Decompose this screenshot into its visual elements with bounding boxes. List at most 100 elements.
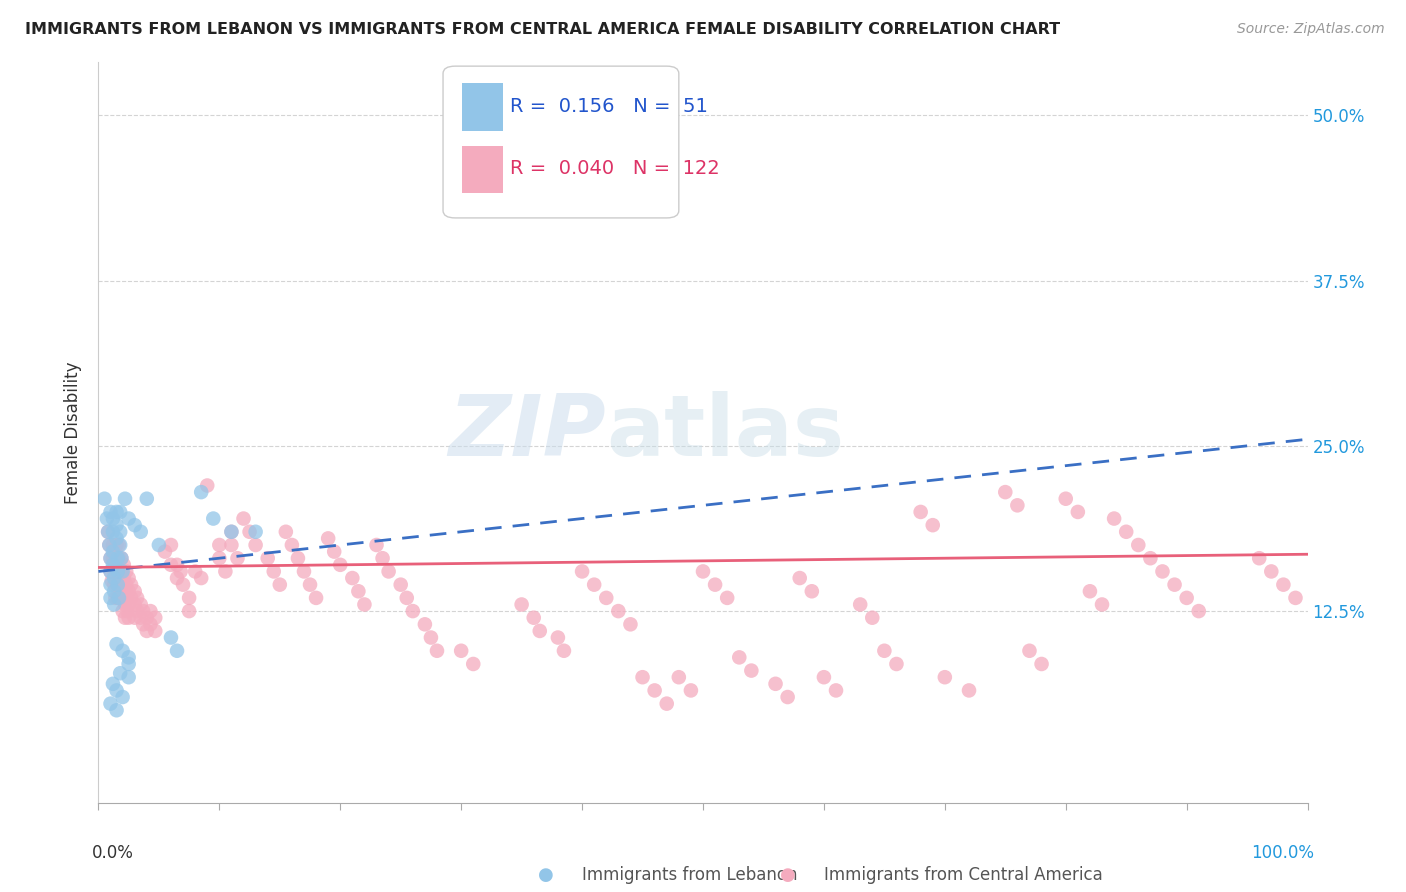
Point: [101, 677, 124, 691]
Point: [523, 611, 546, 625]
FancyBboxPatch shape: [443, 66, 679, 218]
Point: [108, 551, 131, 566]
Point: [1115, 524, 1137, 539]
Point: [172, 577, 194, 591]
Point: [395, 591, 418, 605]
Point: [105, 565, 128, 579]
Point: [886, 657, 908, 671]
Point: [108, 591, 131, 605]
Point: [342, 571, 364, 585]
Point: [120, 577, 142, 591]
Point: [994, 485, 1017, 500]
Point: [103, 598, 125, 612]
Text: 0.0%: 0.0%: [93, 844, 134, 862]
Point: [103, 584, 125, 599]
Point: [716, 591, 738, 605]
Point: [765, 677, 787, 691]
Point: [1128, 538, 1150, 552]
Point: [571, 565, 593, 579]
Point: [631, 670, 654, 684]
Point: [934, 670, 956, 684]
Text: atlas: atlas: [606, 391, 845, 475]
Point: [668, 670, 690, 684]
Point: [1018, 644, 1040, 658]
Point: [221, 538, 243, 552]
Point: [117, 604, 139, 618]
Point: [655, 697, 678, 711]
Point: [402, 604, 425, 618]
Point: [221, 524, 243, 539]
Point: [371, 551, 394, 566]
Point: [100, 697, 122, 711]
Point: [118, 598, 141, 612]
Point: [124, 584, 146, 599]
Point: [873, 644, 896, 658]
Point: [108, 538, 131, 552]
Point: [957, 683, 980, 698]
Point: [110, 565, 132, 579]
Point: [105, 505, 128, 519]
Point: [728, 650, 751, 665]
Point: [208, 551, 231, 566]
Point: [100, 565, 122, 579]
Point: [110, 551, 132, 566]
Point: [800, 584, 823, 599]
Point: [813, 670, 835, 684]
Point: [1272, 577, 1295, 591]
Point: [107, 551, 129, 566]
Point: [595, 591, 617, 605]
Point: [426, 644, 449, 658]
Point: [450, 644, 472, 658]
Point: [239, 524, 262, 539]
Point: [114, 611, 136, 625]
Point: [553, 644, 575, 658]
Point: [101, 544, 124, 558]
Point: [704, 577, 727, 591]
Point: [547, 631, 569, 645]
Point: [644, 683, 666, 698]
Point: [287, 551, 309, 566]
Point: [179, 591, 201, 605]
Point: [124, 611, 146, 625]
Point: [100, 505, 122, 519]
Point: [111, 565, 134, 579]
Point: [111, 690, 134, 704]
Point: [118, 670, 141, 684]
Point: [921, 518, 943, 533]
Point: [110, 551, 132, 566]
Point: [281, 538, 304, 552]
Point: [208, 538, 231, 552]
Point: [108, 538, 131, 552]
Point: [740, 664, 762, 678]
Point: [166, 558, 188, 572]
Point: [127, 591, 149, 605]
Point: [120, 591, 142, 605]
Point: [107, 565, 129, 579]
Point: [1067, 505, 1090, 519]
Point: [108, 666, 131, 681]
Point: [124, 598, 146, 612]
Text: ZIP: ZIP: [449, 391, 606, 475]
Point: [160, 558, 183, 572]
Point: [118, 611, 141, 625]
Point: [1284, 591, 1306, 605]
Point: [112, 558, 135, 572]
Point: [1031, 657, 1053, 671]
Point: [292, 565, 315, 579]
Point: [115, 577, 138, 591]
Point: [1007, 499, 1029, 513]
Point: [256, 551, 278, 566]
Point: [347, 584, 370, 599]
Point: [607, 604, 630, 618]
Point: [115, 565, 138, 579]
Point: [100, 551, 122, 566]
Text: IMMIGRANTS FROM LEBANON VS IMMIGRANTS FROM CENTRAL AMERICA FEMALE DISABILITY COR: IMMIGRANTS FROM LEBANON VS IMMIGRANTS FR…: [25, 22, 1060, 37]
Point: [135, 491, 157, 506]
Text: 100.0%: 100.0%: [1250, 844, 1313, 862]
Point: [100, 565, 122, 579]
Point: [107, 591, 129, 605]
Text: ●: ●: [780, 866, 796, 884]
Point: [148, 538, 170, 552]
Point: [143, 611, 166, 625]
Y-axis label: Female Disability: Female Disability: [65, 361, 83, 504]
